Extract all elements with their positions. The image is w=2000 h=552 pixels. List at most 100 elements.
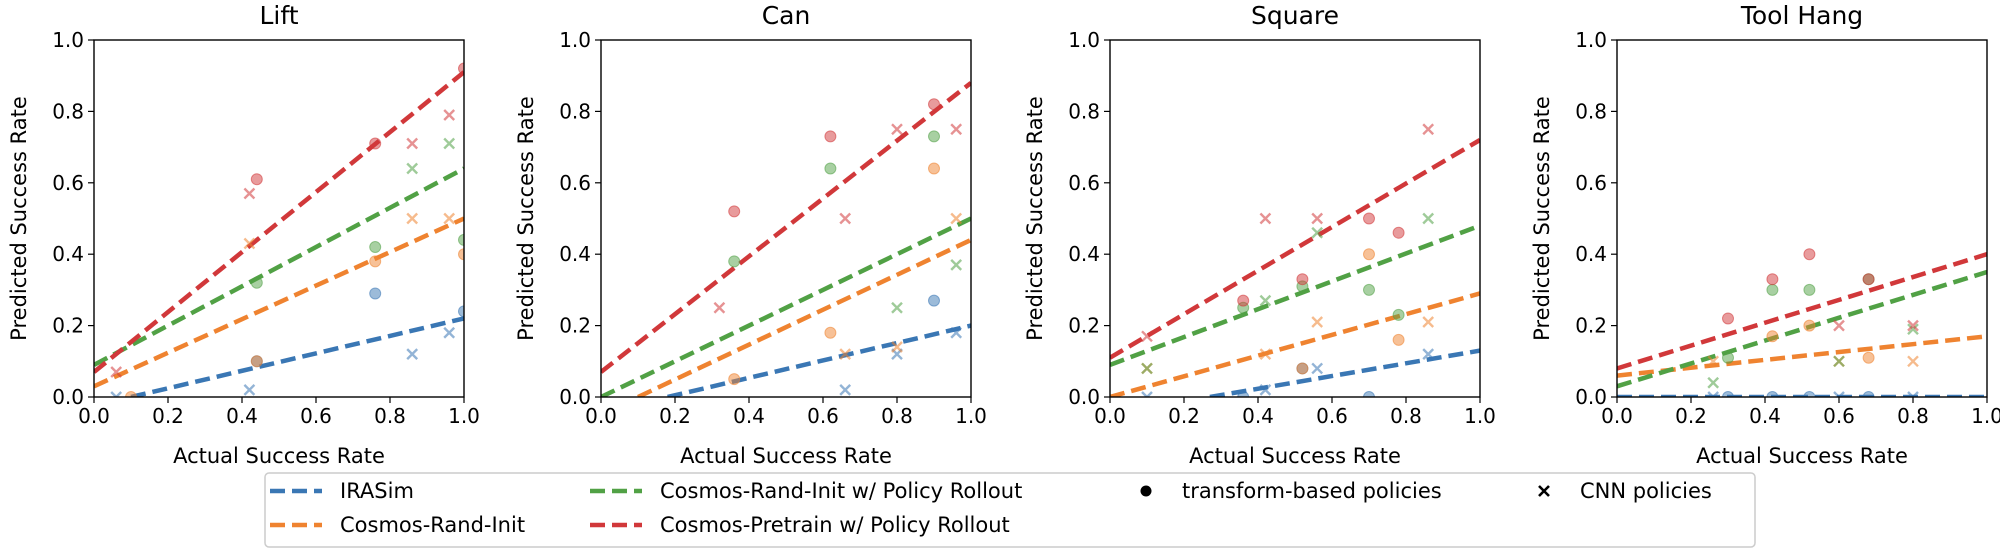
y-tick-label: 0.6 — [1575, 171, 1607, 195]
point-cross-cosmos-rand-init — [950, 212, 963, 225]
x-tick-label: 1.0 — [1464, 404, 1496, 428]
point-cross-irasim — [1907, 391, 1919, 397]
y-axis-label: Predicted Success Rate — [514, 96, 538, 341]
point-cross-irasim — [1141, 391, 1153, 397]
y-tick-label: 0.8 — [1575, 99, 1607, 123]
panel-can: 0.0 0.2 0.4 0.6 0.8 1.0 0.0 0.2 0.4 0.6 0.8 1.0 Can A… — [514, 1, 987, 468]
point-dot-irasim — [1803, 391, 1816, 397]
y-tick-label: 1.0 — [1575, 28, 1607, 52]
point-dot-cosmos-rand-init-w-policy-rollout — [458, 233, 464, 246]
point-dot-irasim — [369, 287, 382, 300]
point-cross-cosmos-rand-init-w-policy-rollout — [1907, 323, 1919, 336]
axes-frame — [93, 39, 465, 398]
point-dot-cosmos-rand-init-w-policy-rollout — [1363, 283, 1375, 296]
point-cross-cosmos-pretrain-w-policy-rollout — [1422, 123, 1435, 136]
point-dot-cosmos-pretrain-w-policy-rollout — [250, 173, 263, 186]
x-tick-label: 0.2 — [1168, 404, 1200, 428]
fit-line-cosmos-pretrain-w-policy-rollout — [94, 70, 464, 374]
point-cross-cosmos-pretrain-w-policy-rollout — [406, 137, 419, 150]
y-tick-label: 0.4 — [52, 242, 84, 266]
plot-area — [94, 62, 464, 397]
fit-line-cosmos-rand-init-w-policy-rollout — [94, 166, 464, 367]
x-tick-label: 0.4 — [733, 404, 765, 428]
fit-line-cosmos-rand-init-w-policy-rollout — [601, 216, 971, 397]
point-cross-cosmos-pretrain-w-policy-rollout — [1311, 212, 1324, 225]
point-dot-cosmos-pretrain-w-policy-rollout — [369, 137, 382, 150]
y-tick-label: 0.4 — [1575, 242, 1607, 266]
fit-line-irasim — [1209, 348, 1480, 397]
y-tick-label: 0.4 — [559, 242, 591, 266]
x-tick-label: 0.2 — [659, 404, 691, 428]
y-tick-label: 1.0 — [1068, 28, 1100, 52]
y-tick-label: 0.8 — [1068, 99, 1100, 123]
x-tick-label: 1.0 — [448, 404, 480, 428]
point-dot-cosmos-pretrain-w-policy-rollout — [1803, 248, 1816, 261]
point-dot-cosmos-rand-init-w-policy-rollout — [824, 162, 837, 175]
panel-lift: 0.0 0.2 0.4 0.6 0.8 1.0 0.0 0.2 0.4 0.6 0.8 1.0 Lift… — [7, 1, 480, 468]
point-cross-irasim — [443, 326, 456, 339]
x-tick-label: 0.4 — [1749, 404, 1781, 428]
point-dot-cosmos-rand-init — [369, 255, 382, 268]
fit-line-cosmos-rand-init — [1617, 334, 1987, 378]
x-tick-label: 0.0 — [585, 404, 617, 428]
fit-line-cosmos-rand-init-w-policy-rollout — [1110, 223, 1480, 367]
point-dot-cosmos-rand-init — [824, 326, 837, 339]
y-tick-label: 0.6 — [1068, 171, 1100, 195]
legend-entry-cosmos-pretrain-w-policy-rollout: Cosmos-Pretrain w/ Policy Rollout — [590, 513, 1010, 537]
legend-label: IRASim — [340, 479, 414, 503]
point-cross-cosmos-rand-init-w-policy-rollout — [1422, 212, 1435, 225]
point-cross-cosmos-rand-init-w-policy-rollout — [891, 301, 903, 314]
plot-area — [601, 81, 971, 397]
point-cross-cosmos-pretrain-w-policy-rollout — [243, 187, 256, 200]
point-dot-irasim — [1766, 391, 1779, 397]
x-tick-label: 0.6 — [300, 404, 332, 428]
point-dot-cosmos-rand-init — [1392, 333, 1405, 346]
point-cross-irasim — [110, 391, 123, 397]
point-cross-cosmos-rand-init-w-policy-rollout — [1707, 376, 1720, 389]
point-cross-cosmos-rand-init — [443, 212, 456, 225]
panels: 0.0 0.2 0.4 0.6 0.8 1.0 0.0 0.2 0.4 0.6 0.8 1.0 Lift… — [7, 1, 2000, 468]
plot-area — [1617, 248, 1987, 397]
y-tick-label: 0.6 — [52, 171, 84, 195]
point-dot-cosmos-rand-init — [928, 162, 940, 175]
y-tick-label: 0.0 — [1575, 385, 1607, 409]
point-dot-cosmos-pretrain-w-policy-rollout — [728, 205, 741, 218]
point-cross-irasim — [839, 384, 852, 396]
x-tick-label: 0.8 — [1390, 404, 1422, 428]
point-cross-cosmos-rand-init — [406, 212, 419, 225]
x-tick-label: 0.4 — [226, 404, 258, 428]
x-tick-label: 1.0 — [1971, 404, 2000, 428]
panel-tool-hang: 0.0 0.2 0.4 0.6 0.8 1.0 0.0 0.2 0.4 0.6 0.8 1.0 Tool… — [1530, 1, 2000, 468]
legend: IRASim Cosmos-Rand-Init Cosmos-Rand-Init w… — [264, 472, 1756, 548]
point-cross-cosmos-rand-init-w-policy-rollout — [443, 137, 456, 150]
point-cross-cosmos-rand-init-w-policy-rollout — [1141, 362, 1153, 375]
point-dot-cosmos-rand-init — [125, 391, 137, 397]
point-dot-cosmos-pretrain-w-policy-rollout — [824, 130, 837, 143]
point-dot-cosmos-pretrain-w-policy-rollout — [928, 98, 940, 111]
y-tick-label: 0.4 — [1068, 242, 1100, 266]
point-cross-irasim — [1259, 384, 1272, 396]
point-cross-cosmos-rand-init — [1422, 316, 1435, 328]
panel-title: Can — [762, 1, 811, 30]
point-cross-cosmos-rand-init-w-policy-rollout — [1259, 294, 1272, 307]
fit-line-irasim — [130, 316, 464, 397]
point-cross-irasim — [1311, 362, 1324, 375]
point-cross-irasim — [1422, 348, 1435, 361]
x-axis-label: Actual Success Rate — [173, 444, 385, 468]
panel-square: 0.0 0.2 0.4 0.6 0.8 1.0 0.0 0.2 0.4 0.6 0.8 1.0 Squa… — [1023, 1, 1496, 468]
axes-frame — [1109, 39, 1481, 398]
point-cross-cosmos-rand-init-w-policy-rollout — [406, 162, 419, 175]
legend-entry-irasim: IRASim — [270, 479, 414, 503]
point-cross-cosmos-pretrain-w-policy-rollout — [1259, 212, 1272, 225]
plot-area — [1110, 123, 1480, 397]
point-dot-cosmos-pretrain-w-policy-rollout — [1392, 226, 1405, 239]
legend-label: transform-based policies — [1182, 479, 1442, 503]
legend-label: Cosmos-Rand-Init w/ Policy Rollout — [660, 479, 1022, 503]
point-cross-irasim — [243, 384, 256, 396]
y-tick-label: 0.0 — [559, 385, 591, 409]
x-tick-label: 0.6 — [807, 404, 839, 428]
legend-label: Cosmos-Rand-Init — [340, 513, 525, 537]
fit-line-cosmos-rand-init — [637, 237, 971, 397]
point-dot-cosmos-rand-init — [728, 373, 741, 386]
